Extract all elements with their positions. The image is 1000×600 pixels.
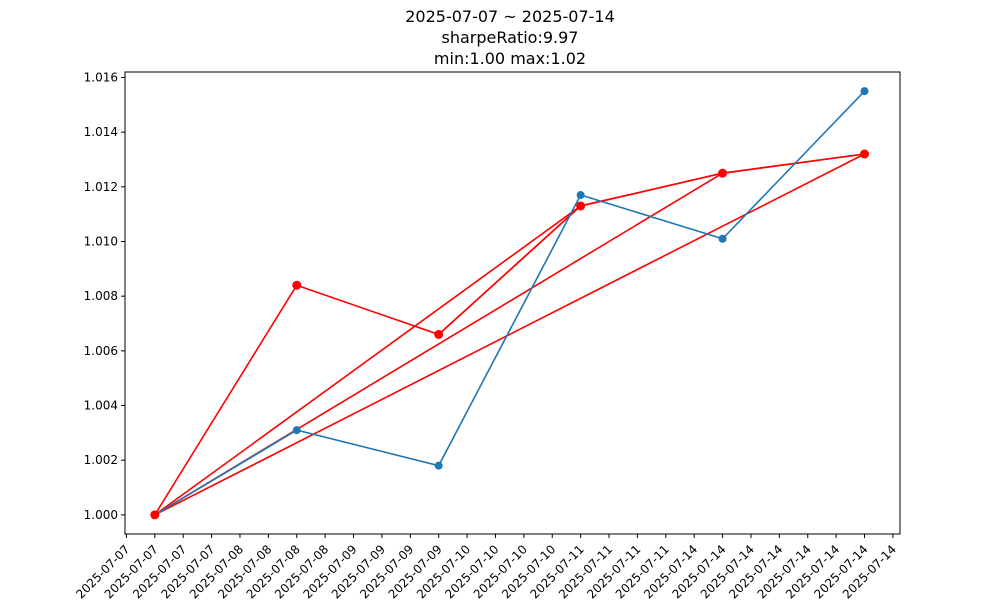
y-tick-label: 1.000	[84, 508, 118, 522]
series-1-point	[434, 461, 443, 470]
series-1-point	[860, 87, 869, 96]
y-axis-ticks: 1.000 1.002 1.004 1.006 1.008 1.010 1.012 1.014…	[84, 70, 125, 522]
y-tick-label: 1.010	[84, 234, 118, 248]
series-2-segment	[154, 284, 298, 516]
series-2-segment	[438, 205, 582, 336]
series-2-point	[434, 329, 444, 339]
series-2-segment	[580, 172, 723, 207]
x-axis-ticks: 2025-07-072025-07-072025-07-072025-07-07…	[73, 534, 899, 600]
series-2-lines	[154, 153, 865, 516]
series-1-polyline	[154, 90, 866, 516]
y-tick-label: 1.012	[84, 180, 118, 194]
title-line-2: sharpeRatio:9.97	[441, 28, 579, 47]
series-2-segment	[296, 284, 439, 336]
series-2-segment	[154, 153, 865, 516]
series-2-point	[576, 201, 586, 211]
series-markers	[150, 87, 870, 520]
y-tick-label: 1.016	[84, 70, 118, 84]
title-line-3: min:1.00 max:1.02	[433, 49, 587, 68]
series-1-line	[154, 90, 866, 516]
series-2-point	[292, 280, 302, 290]
axes	[124, 71, 901, 535]
plot-frame	[124, 71, 901, 535]
series-1-point	[292, 426, 301, 435]
series-2-segment	[154, 205, 582, 516]
series-1-point	[718, 234, 727, 243]
series-2-segment	[722, 153, 865, 174]
y-tick-label: 1.004	[84, 399, 118, 413]
y-tick-label: 1.008	[84, 289, 118, 303]
series-2-point	[860, 149, 870, 159]
chart-title: 2025-07-07 ~ 2025-07-14 sharpeRatio:9.97…	[0, 6, 1000, 69]
y-tick-label: 1.002	[84, 453, 118, 467]
series-1-point	[576, 191, 585, 200]
series-2-point	[150, 510, 160, 520]
y-tick-label: 1.014	[84, 125, 118, 139]
series-2-point	[718, 168, 728, 178]
title-line-1: 2025-07-07 ~ 2025-07-14	[405, 7, 615, 26]
y-tick-label: 1.006	[84, 344, 118, 358]
